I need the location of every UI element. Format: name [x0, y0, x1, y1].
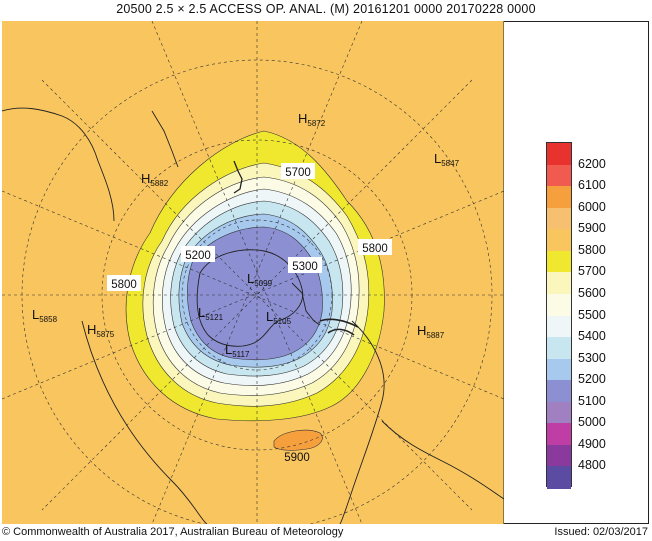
antarctica-coast: [196, 249, 304, 347]
meridian-line: [41, 79, 473, 511]
latitude-circle-0: [21, 59, 493, 524]
legend-swatch: [547, 143, 571, 166]
legend-label: 5800: [578, 242, 606, 257]
legend-swatch: [547, 186, 571, 209]
contour-label-box: [281, 163, 315, 179]
contour-label-5800-east: 5800: [362, 243, 388, 255]
contour-label-box: [107, 275, 141, 291]
legend-swatch: [547, 315, 571, 338]
legend-swatch: [547, 250, 571, 273]
legend-label: 5100: [578, 393, 606, 408]
coastlines: [2, 107, 504, 524]
legend-label: 6000: [578, 199, 606, 214]
pressure-centre-high: H5882: [141, 171, 169, 188]
pressure-centre-high: H5887: [417, 323, 445, 340]
chart-title: 20500 2.5 × 2.5 ACCESS OP. ANAL. (M) 201…: [116, 2, 536, 16]
legend-swatch: [547, 466, 571, 489]
legend-label: 4900: [578, 436, 606, 451]
pressure-centre-low: L5121: [198, 305, 224, 322]
geopotential-map: 5700 5800 5200 5300 5800 5900 H5872 L584…: [2, 21, 504, 524]
contour-label-5700-top: 5700: [285, 167, 311, 179]
legend-swatch: [547, 358, 571, 381]
legend-swatch: [547, 272, 571, 295]
contour-label-5800-west: 5800: [111, 279, 137, 291]
legend-swatch: [547, 207, 571, 230]
legend-label: 5700: [578, 264, 606, 279]
pressure-centre-low: L5099: [247, 271, 273, 288]
legend-swatch: [547, 444, 571, 467]
legend-swatch: [547, 337, 571, 360]
antarctic-peninsula: [291, 282, 321, 326]
legend-label: 5200: [578, 372, 606, 387]
meridian-line: [2, 190, 504, 400]
contour-label-5200: 5200: [185, 250, 211, 262]
contour-label-box: [358, 239, 392, 255]
legend-swatch: [547, 401, 571, 424]
new-caledonia: [151, 110, 179, 168]
copyright-text: © Commonwealth of Australia 2017, Austra…: [2, 526, 344, 538]
legend-label: 5300: [578, 350, 606, 365]
field-5900-blob: [273, 429, 323, 451]
pressure-centre-low: L5858: [32, 307, 58, 324]
legend-swatch: [547, 380, 571, 403]
legend-label: 4800: [578, 458, 606, 473]
pressure-centre-high: H5875: [87, 322, 115, 339]
issued-date: Issued: 02/03/2017: [554, 526, 648, 538]
contour-label-5300: 5300: [292, 261, 318, 273]
legend-swatch: [547, 423, 571, 446]
pressure-centre-low: L5105: [266, 309, 292, 326]
new-zealand: [233, 160, 243, 194]
pressure-centre-low: L5117: [225, 342, 250, 359]
contour-label-box: [181, 246, 215, 262]
legend-label: 6200: [578, 156, 606, 171]
contour-label-5900: 5900: [284, 452, 310, 464]
contour-label-box: [288, 257, 322, 273]
southern-africa-coast: [81, 320, 208, 524]
legend-label: 6100: [578, 178, 606, 193]
graticule: [2, 21, 504, 524]
legend-label: 5400: [578, 329, 606, 344]
legend-swatch: [547, 164, 571, 187]
colour-scale-legend: [546, 142, 572, 489]
pressure-centre-high: H5872: [298, 111, 326, 128]
meridian-line: [151, 21, 363, 524]
legend-label: 5500: [578, 307, 606, 322]
legend-label: 5000: [578, 415, 606, 430]
south-atlantic-coast: [381, 420, 504, 500]
contour-labels: 5700 5800 5200 5300 5800 5900: [107, 163, 392, 464]
meridian-line: [41, 79, 473, 511]
legend-swatch: [547, 229, 571, 252]
pressure-centres: H5872 L5847 H5882 L5858 H5875 L5099 L512…: [32, 111, 460, 359]
south-america-tip: [319, 318, 359, 336]
legend-label: 5900: [578, 221, 606, 236]
australia-coast: [2, 107, 115, 222]
legend-swatch: [547, 293, 571, 316]
legend-label: 5600: [578, 285, 606, 300]
pressure-centre-low: L5847: [434, 151, 460, 168]
south-america-coast: [339, 320, 385, 524]
